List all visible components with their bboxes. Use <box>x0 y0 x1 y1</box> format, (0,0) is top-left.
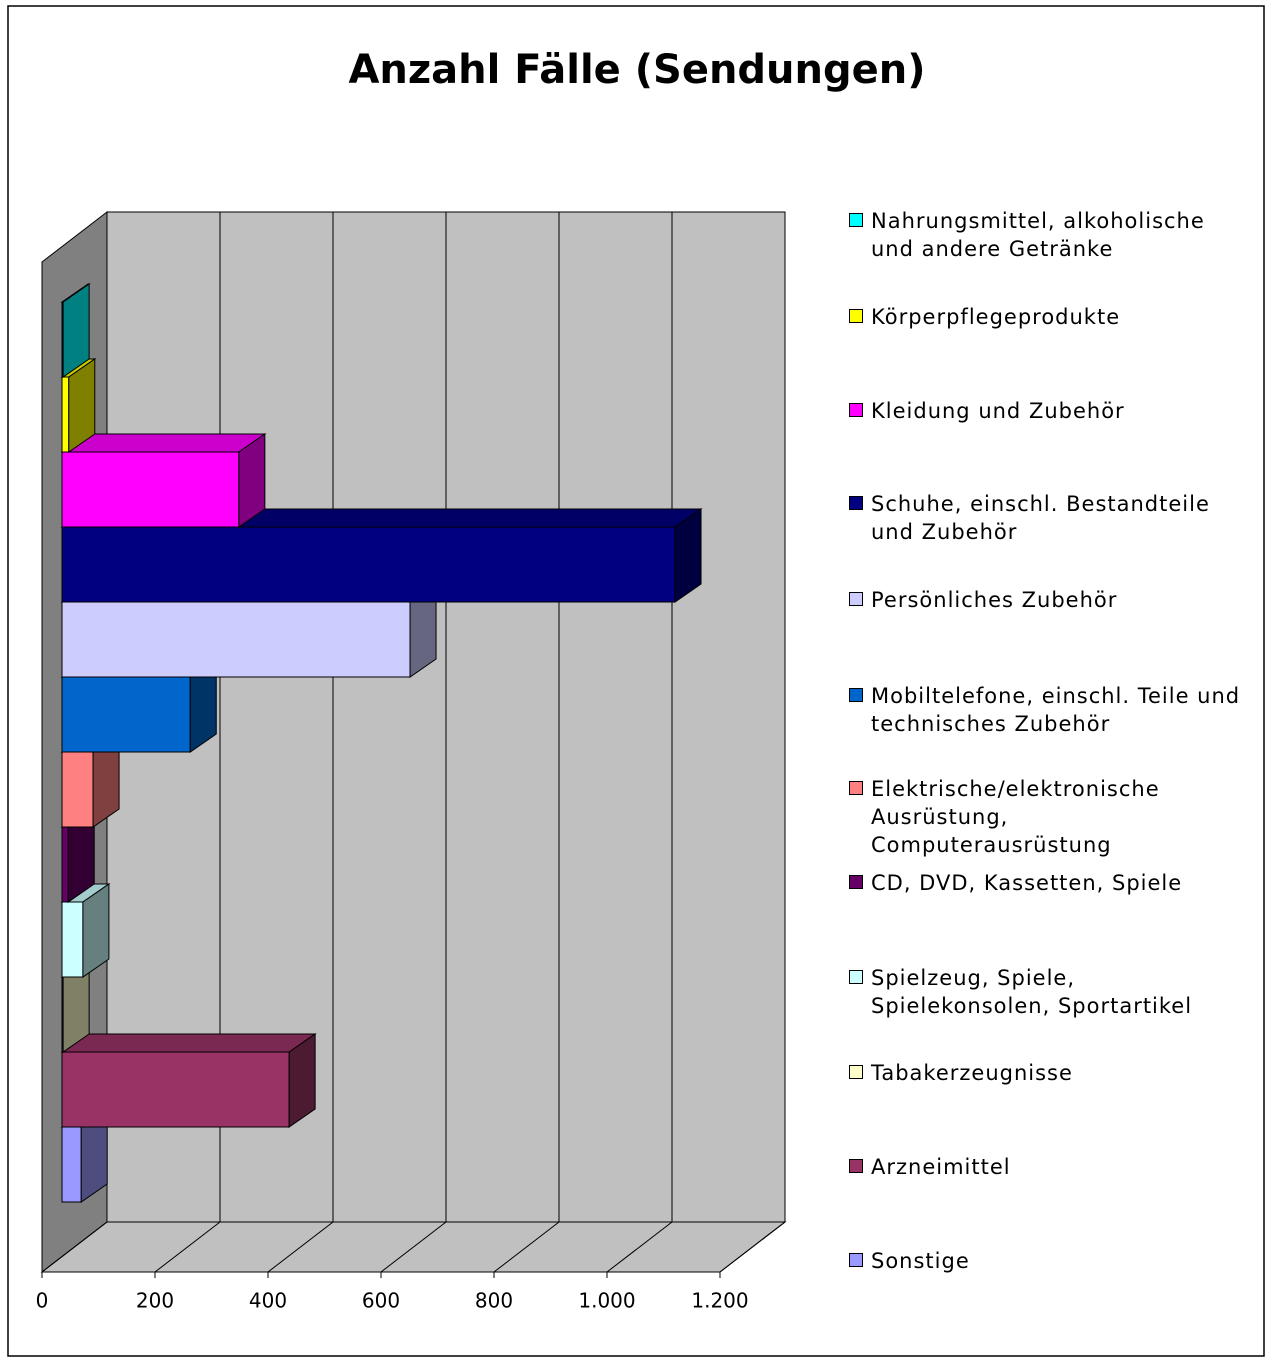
floor-grid-line <box>493 1221 560 1273</box>
legend-swatch <box>849 1065 863 1079</box>
bar <box>61 751 94 828</box>
legend-item: Arzneimittel <box>849 1153 1246 1181</box>
legend-swatch <box>849 781 863 795</box>
bar <box>61 526 676 603</box>
legend-swatch <box>849 309 863 323</box>
floor-grid-line <box>154 1221 221 1273</box>
x-tick-label: 0 <box>36 1289 49 1313</box>
legend-swatch <box>849 688 863 702</box>
bar <box>61 676 191 753</box>
legend-label: Persönliches Zubehör <box>871 588 1118 612</box>
bar <box>61 601 411 678</box>
legend-label: Arzneimittel <box>871 1155 1011 1179</box>
x-tick-label: 400 <box>249 1289 287 1313</box>
legend-label: Sonstige <box>871 1249 970 1273</box>
legend-item: CD, DVD, Kassetten, Spiele <box>849 869 1246 897</box>
x-tick-label: 800 <box>475 1289 513 1313</box>
floor-grid-line <box>606 1221 673 1273</box>
legend-item: Nahrungsmittel, alkoholische und andere … <box>849 207 1246 263</box>
legend-label: Tabakerzeugnisse <box>871 1061 1073 1085</box>
legend-swatch <box>849 213 863 227</box>
legend-label: Elektrische/elektronische Ausrüstung, Co… <box>871 777 1160 857</box>
floor-grid-line <box>267 1221 334 1273</box>
bar-top <box>60 1033 317 1053</box>
bar <box>61 1126 82 1203</box>
legend-label: Spielzeug, Spiele, Spielekonsolen, Sport… <box>871 966 1193 1018</box>
legend-item: Mobiltelefone, einschl. Teile und techni… <box>849 682 1246 738</box>
legend-item: Körperpflegeprodukte <box>849 303 1246 331</box>
bar <box>61 1051 290 1128</box>
legend-item: Kleidung und Zubehör <box>849 397 1246 425</box>
bar <box>61 376 70 453</box>
x-tick-label: 600 <box>362 1289 400 1313</box>
legend-swatch <box>849 496 863 510</box>
legend-item: Spielzeug, Spiele, Spielekonsolen, Sport… <box>849 964 1246 1020</box>
bar-side <box>82 883 110 978</box>
legend-swatch <box>849 970 863 984</box>
legend-swatch <box>849 1159 863 1173</box>
legend-item: Schuhe, einschl. Bestandteile und Zubehö… <box>849 490 1246 546</box>
floor-grid-line <box>380 1221 447 1273</box>
legend-swatch <box>849 592 863 606</box>
legend-item: Sonstige <box>849 1247 1246 1275</box>
bar-side <box>68 358 96 453</box>
chart-title: Anzahl Fälle (Sendungen) <box>348 47 925 93</box>
legend-label: CD, DVD, Kassetten, Spiele <box>871 871 1183 895</box>
legend-label: Kleidung und Zubehör <box>871 399 1125 423</box>
bar-side <box>62 283 90 378</box>
legend-label: Mobiltelefone, einschl. Teile und techni… <box>871 684 1241 736</box>
legend-label: Schuhe, einschl. Bestandteile und Zubehö… <box>871 492 1210 544</box>
legend-label: Nahrungsmittel, alkoholische und andere … <box>871 209 1205 261</box>
x-tick-label: 1.200 <box>691 1289 748 1313</box>
bar-side <box>238 433 266 528</box>
legend-item: Persönliches Zubehör <box>849 586 1246 614</box>
legend-item: Tabakerzeugnisse <box>849 1059 1246 1087</box>
bar <box>61 826 69 903</box>
legend-swatch <box>849 403 863 417</box>
x-tick-label: 1.000 <box>578 1289 635 1313</box>
legend-item: Elektrische/elektronische Ausrüstung, Co… <box>849 775 1246 859</box>
floor-grid-line <box>719 1221 786 1273</box>
legend-label: Körperpflegeprodukte <box>871 305 1121 329</box>
legend-swatch <box>849 1253 863 1267</box>
floor-grid-line <box>41 1221 108 1273</box>
bar <box>61 451 240 528</box>
bar <box>61 901 84 978</box>
bar-side <box>674 508 702 603</box>
legend-swatch <box>849 875 863 889</box>
bar-side <box>288 1033 316 1128</box>
bar-top <box>60 433 267 453</box>
x-tick-label: 200 <box>136 1289 174 1313</box>
